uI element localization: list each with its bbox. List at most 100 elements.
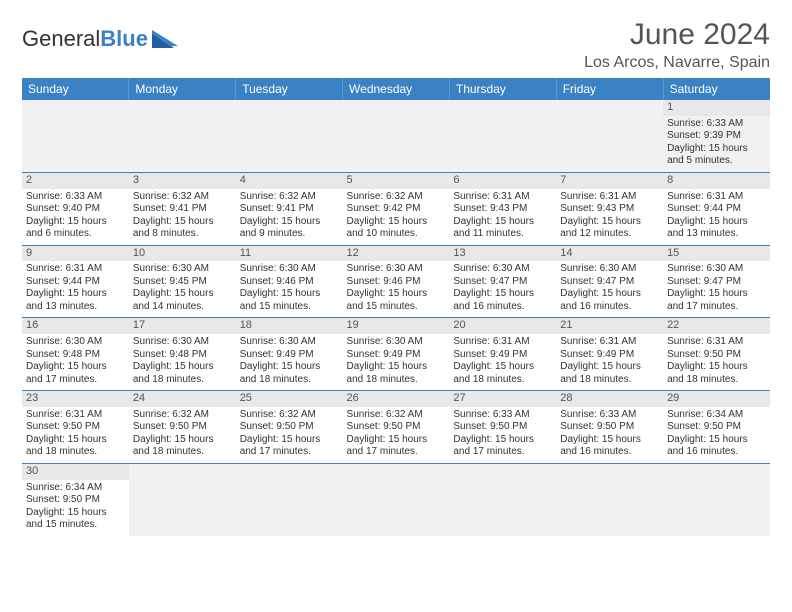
logo-text-1: General — [22, 26, 100, 52]
calendar-day-cell: 10Sunrise: 6:30 AMSunset: 9:45 PMDayligh… — [129, 245, 236, 318]
calendar-day-cell — [556, 100, 663, 172]
sunset-text: Sunset: 9:48 PM — [26, 349, 125, 362]
sunrise-text: Sunrise: 6:31 AM — [667, 191, 766, 204]
calendar-day-cell: 21Sunrise: 6:31 AMSunset: 9:49 PMDayligh… — [556, 318, 663, 391]
day-number: 30 — [22, 464, 129, 480]
day-number: 21 — [556, 318, 663, 334]
daylight-text: Daylight: 15 hours and 17 minutes. — [667, 288, 766, 313]
daylight-text: Daylight: 15 hours and 16 minutes. — [560, 288, 659, 313]
sunrise-text: Sunrise: 6:32 AM — [240, 191, 339, 204]
daylight-text: Daylight: 15 hours and 13 minutes. — [26, 288, 125, 313]
calendar-day-cell: 2Sunrise: 6:33 AMSunset: 9:40 PMDaylight… — [22, 172, 129, 245]
daylight-text: Daylight: 15 hours and 18 minutes. — [133, 434, 232, 459]
daylight-text: Daylight: 15 hours and 14 minutes. — [133, 288, 232, 313]
calendar-day-cell: 16Sunrise: 6:30 AMSunset: 9:48 PMDayligh… — [22, 318, 129, 391]
day-number: 11 — [236, 246, 343, 262]
day-number: 7 — [556, 173, 663, 189]
sunset-text: Sunset: 9:47 PM — [453, 276, 552, 289]
sunrise-text: Sunrise: 6:30 AM — [560, 263, 659, 276]
sunset-text: Sunset: 9:49 PM — [240, 349, 339, 362]
sunrise-text: Sunrise: 6:30 AM — [26, 336, 125, 349]
daylight-text: Daylight: 15 hours and 18 minutes. — [240, 361, 339, 386]
sunrise-text: Sunrise: 6:31 AM — [453, 191, 552, 204]
sunset-text: Sunset: 9:50 PM — [133, 421, 232, 434]
logo-text-2: Blue — [100, 26, 148, 52]
calendar-day-cell — [343, 100, 450, 172]
sunrise-text: Sunrise: 6:33 AM — [26, 191, 125, 204]
daylight-text: Daylight: 15 hours and 9 minutes. — [240, 216, 339, 241]
daylight-text: Daylight: 15 hours and 5 minutes. — [667, 143, 766, 168]
sunrise-text: Sunrise: 6:30 AM — [133, 336, 232, 349]
sunset-text: Sunset: 9:49 PM — [347, 349, 446, 362]
weekday-header: Sunday — [22, 78, 129, 100]
day-number: 29 — [663, 391, 770, 407]
sunrise-text: Sunrise: 6:31 AM — [667, 336, 766, 349]
sunset-text: Sunset: 9:50 PM — [26, 421, 125, 434]
day-number: 17 — [129, 318, 236, 334]
calendar-week-row: 30 Sunrise: 6:34 AMSunset: 9:50 PMDayligh… — [22, 463, 770, 535]
calendar-week-row: 23Sunrise: 6:31 AMSunset: 9:50 PMDayligh… — [22, 391, 770, 464]
sunrise-text: Sunrise: 6:34 AM — [26, 482, 125, 495]
day-number: 25 — [236, 391, 343, 407]
day-number: 18 — [236, 318, 343, 334]
daylight-text: Daylight: 15 hours and 18 minutes. — [560, 361, 659, 386]
calendar-day-cell — [129, 100, 236, 172]
sunrise-text: Sunrise: 6:31 AM — [560, 191, 659, 204]
sunrise-text: Sunrise: 6:30 AM — [667, 263, 766, 276]
day-number: 3 — [129, 173, 236, 189]
day-number: 12 — [343, 246, 450, 262]
calendar-day-cell: 23 Sunrise: 6:31 AMSunset: 9:50 PMDayligh… — [22, 391, 129, 464]
sunset-text: Sunset: 9:43 PM — [560, 203, 659, 216]
day-number: 13 — [449, 246, 556, 262]
day-number: 27 — [449, 391, 556, 407]
calendar-day-cell: 7Sunrise: 6:31 AMSunset: 9:43 PMDaylight… — [556, 172, 663, 245]
sunset-text: Sunset: 9:46 PM — [347, 276, 446, 289]
sunset-text: Sunset: 9:49 PM — [560, 349, 659, 362]
sunrise-text: Sunrise: 6:31 AM — [26, 409, 125, 422]
sunrise-text: Sunrise: 6:33 AM — [667, 118, 766, 131]
calendar-day-cell: 24Sunrise: 6:32 AMSunset: 9:50 PMDayligh… — [129, 391, 236, 464]
day-number: 8 — [663, 173, 770, 189]
sunset-text: Sunset: 9:50 PM — [667, 421, 766, 434]
day-number: 22 — [663, 318, 770, 334]
sunrise-text: Sunrise: 6:30 AM — [347, 336, 446, 349]
sunset-text: Sunset: 9:45 PM — [133, 276, 232, 289]
sunset-text: Sunset: 9:44 PM — [26, 276, 125, 289]
sunset-text: Sunset: 9:43 PM — [453, 203, 552, 216]
daylight-text: Daylight: 15 hours and 17 minutes. — [240, 434, 339, 459]
calendar-day-cell: 29Sunrise: 6:34 AMSunset: 9:50 PMDayligh… — [663, 391, 770, 464]
day-number: 24 — [129, 391, 236, 407]
calendar-day-cell: 9Sunrise: 6:31 AMSunset: 9:44 PMDaylight… — [22, 245, 129, 318]
daylight-text: Daylight: 15 hours and 18 minutes. — [347, 361, 446, 386]
calendar-day-cell: 15Sunrise: 6:30 AMSunset: 9:47 PMDayligh… — [663, 245, 770, 318]
calendar-day-cell: 25Sunrise: 6:32 AMSunset: 9:50 PMDayligh… — [236, 391, 343, 464]
weekday-header: Friday — [556, 78, 663, 100]
day-number: 23 — [22, 391, 129, 407]
day-number: 20 — [449, 318, 556, 334]
weekday-header: Saturday — [663, 78, 770, 100]
daylight-text: Daylight: 15 hours and 17 minutes. — [453, 434, 552, 459]
calendar-day-cell — [663, 463, 770, 535]
calendar-day-cell: 13Sunrise: 6:30 AMSunset: 9:47 PMDayligh… — [449, 245, 556, 318]
sunset-text: Sunset: 9:50 PM — [26, 494, 125, 507]
sunrise-text: Sunrise: 6:34 AM — [667, 409, 766, 422]
sunset-text: Sunset: 9:46 PM — [240, 276, 339, 289]
calendar-day-cell — [343, 463, 450, 535]
daylight-text: Daylight: 15 hours and 15 minutes. — [26, 507, 125, 532]
calendar-week-row: 2Sunrise: 6:33 AMSunset: 9:40 PMDaylight… — [22, 172, 770, 245]
daylight-text: Daylight: 15 hours and 18 minutes. — [26, 434, 125, 459]
daylight-text: Daylight: 15 hours and 18 minutes. — [667, 361, 766, 386]
weekday-header-row: Sunday Monday Tuesday Wednesday Thursday… — [22, 78, 770, 100]
daylight-text: Daylight: 15 hours and 15 minutes. — [347, 288, 446, 313]
day-number: 14 — [556, 246, 663, 262]
calendar-day-cell: 8Sunrise: 6:31 AMSunset: 9:44 PMDaylight… — [663, 172, 770, 245]
weekday-header: Tuesday — [236, 78, 343, 100]
day-number: 9 — [22, 246, 129, 262]
day-number: 4 — [236, 173, 343, 189]
sunset-text: Sunset: 9:39 PM — [667, 130, 766, 143]
calendar-week-row: 1Sunrise: 6:33 AMSunset: 9:39 PMDaylight… — [22, 100, 770, 172]
day-number: 19 — [343, 318, 450, 334]
page: GeneralBlue June 2024 Los Arcos, Navarre… — [0, 0, 792, 536]
calendar-day-cell: 17Sunrise: 6:30 AMSunset: 9:48 PMDayligh… — [129, 318, 236, 391]
sunrise-text: Sunrise: 6:31 AM — [26, 263, 125, 276]
